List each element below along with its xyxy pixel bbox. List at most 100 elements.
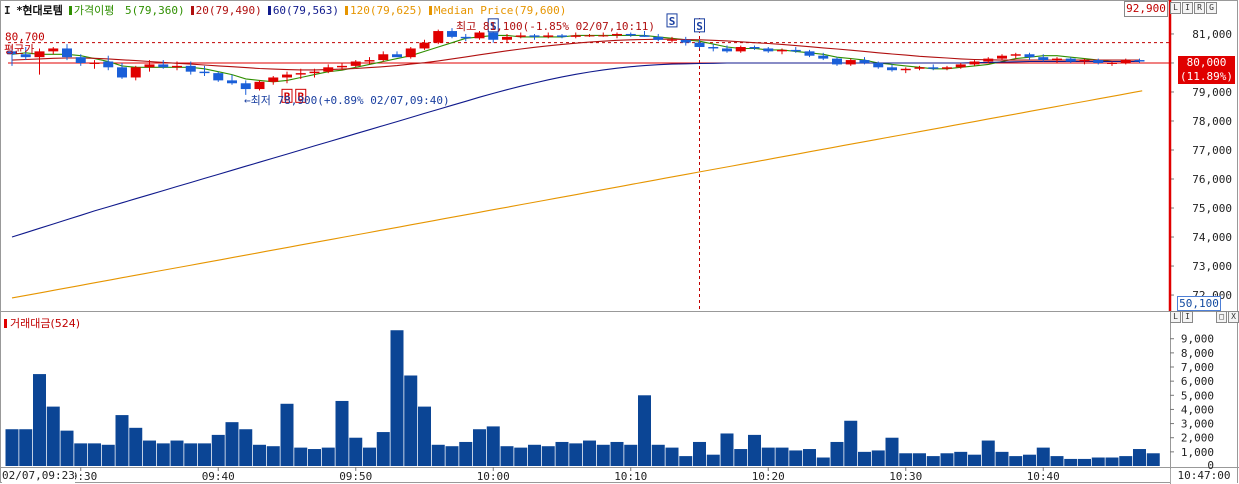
candle-body[interactable] — [639, 35, 650, 37]
vol-ctrl-l-button[interactable]: L — [1170, 311, 1181, 323]
volume-bar[interactable] — [129, 427, 143, 466]
candle-body[interactable] — [557, 35, 567, 37]
candle-body[interactable] — [859, 60, 870, 63]
candle-body[interactable] — [1107, 62, 1117, 64]
vol-close-button[interactable]: X — [1228, 311, 1239, 323]
candle-body[interactable] — [117, 67, 127, 78]
volume-bar[interactable] — [294, 447, 308, 466]
volume-bar[interactable] — [363, 447, 376, 466]
volume-bar[interactable] — [720, 433, 734, 466]
candle-body[interactable] — [584, 35, 595, 37]
volume-bar[interactable] — [33, 374, 46, 466]
volume-bar[interactable] — [541, 446, 555, 466]
volume-bar[interactable] — [253, 444, 266, 466]
volume-bar[interactable] — [1133, 449, 1146, 466]
volume-bar[interactable] — [913, 453, 926, 466]
volume-bar[interactable] — [376, 432, 390, 466]
candle-body[interactable] — [447, 31, 457, 37]
candle-body[interactable] — [1052, 58, 1062, 61]
volume-bar[interactable] — [1023, 454, 1036, 466]
volume-bar[interactable] — [156, 443, 170, 466]
candle-body[interactable] — [653, 36, 664, 40]
candle-body[interactable] — [735, 47, 746, 52]
volume-bar[interactable] — [995, 451, 1009, 466]
candle-body[interactable] — [392, 54, 402, 58]
volume-bar[interactable] — [74, 443, 88, 466]
volume-bar[interactable] — [143, 440, 156, 466]
volume-bar[interactable] — [115, 415, 129, 466]
candle-body[interactable] — [1134, 60, 1145, 62]
candle-body[interactable] — [832, 58, 842, 65]
volume-bar[interactable] — [1146, 453, 1160, 466]
ctrl-g-button[interactable]: G — [1206, 2, 1217, 14]
volume-bar[interactable] — [198, 443, 211, 466]
volume-bar[interactable] — [610, 441, 624, 466]
volume-bar[interactable] — [184, 443, 198, 466]
candle-body[interactable] — [268, 77, 279, 82]
candle-body[interactable] — [680, 39, 691, 43]
volume-bar[interactable] — [1119, 456, 1133, 466]
volume-bar[interactable] — [968, 454, 981, 466]
candle-body[interactable] — [48, 48, 59, 52]
volume-bar[interactable] — [899, 453, 913, 466]
candle-body[interactable] — [419, 42, 430, 49]
ctrl-l-button[interactable]: L — [1170, 2, 1181, 14]
volume-bar[interactable] — [789, 450, 803, 466]
candle-body[interactable] — [1010, 54, 1021, 56]
candle-body[interactable] — [460, 36, 471, 39]
volume-bar[interactable] — [803, 449, 816, 466]
vol-ctrl-i-button[interactable]: I — [1182, 311, 1193, 323]
candle-body[interactable] — [804, 51, 815, 56]
volume-bar[interactable] — [1036, 447, 1050, 466]
volume-bar[interactable] — [624, 444, 638, 466]
candle-body[interactable] — [295, 73, 306, 75]
candle-body[interactable] — [1024, 54, 1035, 58]
volume-bar[interactable] — [445, 446, 459, 466]
candle-body[interactable] — [515, 35, 526, 37]
volume-bar[interactable] — [431, 444, 445, 466]
vol-maximize-button[interactable]: □ — [1216, 311, 1227, 323]
volume-bar[interactable] — [335, 400, 349, 466]
volume-bar[interactable] — [954, 451, 968, 466]
candle-body[interactable] — [1120, 60, 1131, 63]
candle-body[interactable] — [708, 47, 719, 49]
candle-body[interactable] — [378, 54, 389, 61]
volume-bar[interactable] — [1105, 457, 1119, 466]
volume-bar[interactable] — [844, 420, 858, 466]
volume-bar[interactable] — [349, 437, 363, 466]
candle-body[interactable] — [667, 39, 677, 41]
candle-body[interactable] — [873, 62, 884, 68]
volume-bar[interactable] — [761, 447, 775, 466]
volume-bar[interactable] — [1078, 458, 1091, 466]
volume-bar[interactable] — [926, 456, 940, 466]
volume-bar[interactable] — [1091, 457, 1105, 466]
volume-bar[interactable] — [1050, 456, 1064, 466]
candle-body[interactable] — [488, 32, 499, 40]
candle-body[interactable] — [749, 47, 760, 49]
candle-body[interactable] — [1093, 60, 1104, 63]
candle-body[interactable] — [914, 67, 925, 69]
volume-bar[interactable] — [885, 437, 899, 466]
volume-bar[interactable] — [775, 447, 789, 466]
candle-body[interactable] — [694, 42, 705, 48]
volume-bar[interactable] — [679, 456, 693, 466]
volume-bar[interactable] — [266, 446, 280, 466]
candle-body[interactable] — [997, 55, 1007, 59]
volume-bar[interactable] — [321, 447, 335, 466]
candle-body[interactable] — [790, 49, 801, 52]
volume-bar[interactable] — [596, 444, 610, 466]
candle-body[interactable] — [543, 35, 554, 37]
candle-body[interactable] — [213, 73, 224, 81]
volume-bar[interactable] — [473, 429, 486, 466]
candle-body[interactable] — [199, 71, 210, 74]
candle-body[interactable] — [20, 54, 31, 58]
candle-body[interactable] — [34, 51, 45, 58]
volume-bar[interactable] — [569, 443, 583, 466]
volume-bar[interactable] — [638, 395, 651, 466]
volume-bar[interactable] — [5, 429, 19, 466]
candle-body[interactable] — [955, 64, 966, 68]
candle-body[interactable] — [337, 65, 347, 68]
candle-body[interactable] — [282, 74, 292, 78]
candle-body[interactable] — [570, 35, 581, 37]
volume-bar[interactable] — [858, 451, 871, 466]
